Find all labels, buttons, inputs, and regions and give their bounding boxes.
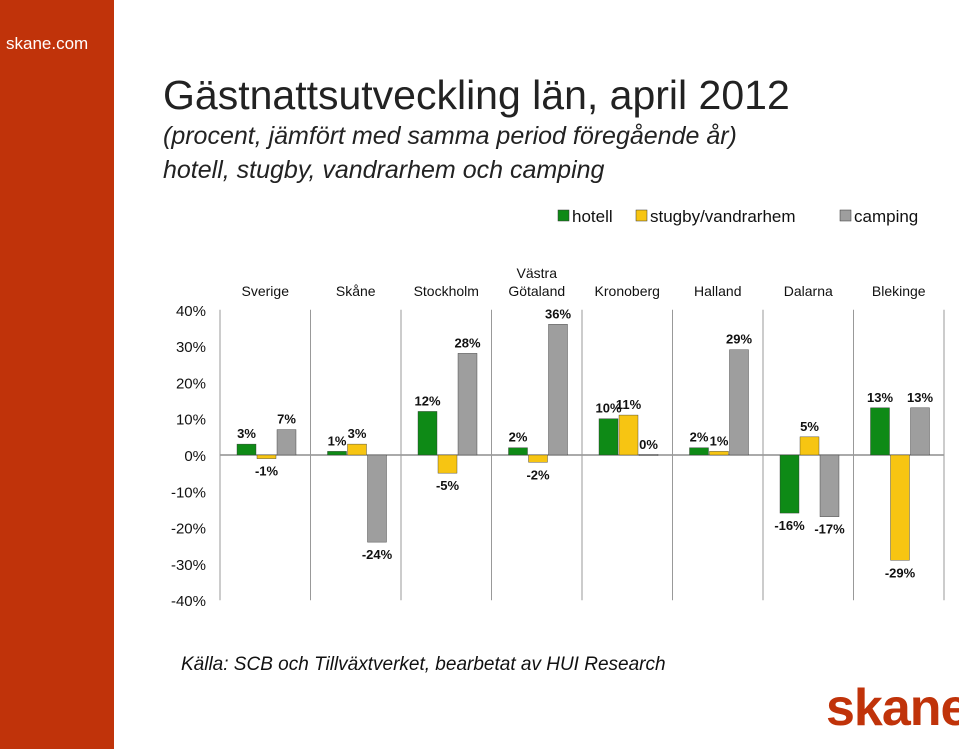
category-label: Halland [694,283,741,299]
data-label: -24% [362,547,393,562]
data-label: 13% [907,390,933,405]
data-label: 2% [690,430,709,445]
bar-hotell [417,411,438,456]
category-label: Skåne [336,283,376,299]
data-label: 28% [454,335,480,350]
data-label: -1% [255,464,279,479]
chart: 40% 30% 20% 10% 0% -10% -20% -30% -40% Sverige Skå… [171,207,945,610]
y-tick-label: 0% [184,448,206,465]
data-label: 1% [328,433,347,448]
bar-camping [276,429,297,456]
bar-stugby [890,454,910,561]
bar-hotell [236,443,257,456]
data-label: -29% [885,565,916,580]
data-label: 5% [800,419,819,434]
site-link[interactable]: skane.com [6,34,89,53]
bar-stugby [437,454,458,474]
category-label: Sverige [242,283,290,299]
subtitle-2: hotell, stugby, vandrarhem och camping [163,156,605,184]
bar-stugby [799,436,820,456]
category-label: Blekinge [872,283,926,299]
legend-label-hotell: hotell [572,207,613,226]
legend-swatch-hotell [557,209,570,222]
bar-stugby [709,451,729,456]
bar-hotell [598,418,619,456]
legend-swatch-camping [839,209,852,222]
y-tick-label: -30% [171,557,206,574]
category-label: Kronoberg [595,283,660,299]
y-tick-label: 10% [176,412,206,429]
y-tick-label: 40% [176,303,206,320]
bar-camping [367,454,387,543]
bar-stugby [528,454,548,463]
bar-hotell [327,451,347,456]
bar-stugby [256,454,277,459]
skane-logo: skane [826,679,959,737]
page-title: Gästnattsutveckling län, april 2012 [163,72,790,118]
data-label: 3% [348,426,367,441]
data-label: -2% [526,467,550,482]
category-label: Stockholm [414,283,479,299]
y-tick-label: -10% [171,484,206,501]
data-label: 13% [867,390,893,405]
data-label: 29% [726,332,752,347]
data-label: -17% [814,522,845,537]
bar-stugby [618,414,639,456]
y-tick-label: -40% [171,593,206,610]
bar-hotell [508,447,528,456]
data-label: 12% [414,393,440,408]
y-tick-label: 20% [176,375,206,392]
data-label: 2% [509,430,528,445]
data-label: 10% [595,401,621,416]
data-label: 11% [616,397,642,412]
y-tick-label: 30% [176,339,206,356]
bar-camping [457,353,478,456]
data-label: 3% [237,426,256,441]
bar-hotell [870,407,890,456]
category-label: Götaland [508,283,565,299]
bar-camping [910,407,930,456]
data-label: 7% [277,412,296,427]
subtitle-1: (procent, jämfört med samma period föreg… [163,122,737,150]
bar-camping [729,349,749,456]
data-label: 36% [545,306,571,321]
y-tick-label: -20% [171,521,206,538]
bar-hotell [689,447,709,456]
bar-stugby [347,443,367,456]
source-note: Källa: SCB och Tillväxtverket, bearbetat… [181,654,666,675]
category-label: Dalarna [784,283,833,299]
legend-label-camping: camping [854,207,918,226]
bar-camping [638,454,659,456]
legend-swatch-stugby [635,209,648,222]
bar-camping [548,324,568,456]
data-label: 1% [710,433,729,448]
data-label: -5% [436,478,460,493]
category-label: Västra [517,265,558,281]
bar-hotell [779,454,800,514]
bar-camping [819,454,840,517]
data-label: 0% [639,437,658,452]
sidebar: skane.com [0,0,114,749]
data-label: -16% [774,518,805,533]
legend-label-stugby: stugby/vandrarhem [650,207,796,226]
